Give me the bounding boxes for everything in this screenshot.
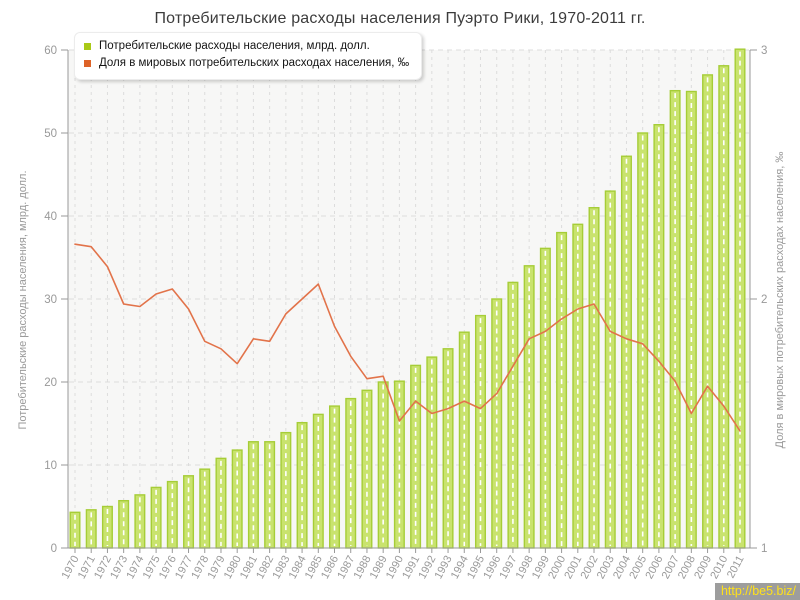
- left-tick-label: 10: [44, 460, 57, 472]
- legend-item-world-share[interactable]: Доля в мировых потребительских расходах …: [84, 55, 409, 72]
- legend-item-consumption[interactable]: Потребительские расходы населения, млрд.…: [84, 38, 409, 55]
- right-tick-label: 1: [761, 543, 767, 555]
- bar-1984: [296, 421, 308, 549]
- bar-1974: [134, 494, 146, 549]
- x-tick-label-2010: 2010: [708, 554, 730, 581]
- bar-1995: [474, 314, 486, 549]
- x-tick-label-2011: 2011: [725, 554, 747, 581]
- left-tick-label: 20: [44, 377, 57, 389]
- line-series-world-share: [74, 243, 741, 432]
- right-axis-title: Доля в мировых потребительских расходах …: [774, 151, 786, 449]
- left-axis-title: Потребительские расходы населения, млрд.…: [17, 170, 29, 430]
- left-tick-label: 0: [51, 543, 57, 555]
- bar-2005: [637, 132, 649, 549]
- be5-site-link[interactable]: http://be5.biz/: [714, 583, 800, 600]
- legend-item-label: Потребительские расходы населения, млрд.…: [99, 40, 370, 52]
- right-tick-label: 3: [761, 45, 767, 57]
- legend-item-label: Доля в мировых потребительских расходах …: [99, 57, 410, 69]
- left-tick-label: 60: [44, 45, 57, 57]
- chart-title: Потребительские расходы населения Пуэрто…: [154, 10, 646, 27]
- left-tick-label: 40: [44, 211, 57, 223]
- right-tick-label: 2: [761, 294, 767, 306]
- left-tick-label: 30: [44, 294, 57, 306]
- bar-1991: [410, 364, 422, 549]
- legend-line-swatch-icon: [84, 60, 91, 67]
- legend-box: Потребительские расходы населения, млрд.…: [74, 32, 423, 80]
- left-tick-label: 50: [44, 128, 57, 140]
- legend-bar-swatch-icon: [84, 43, 91, 50]
